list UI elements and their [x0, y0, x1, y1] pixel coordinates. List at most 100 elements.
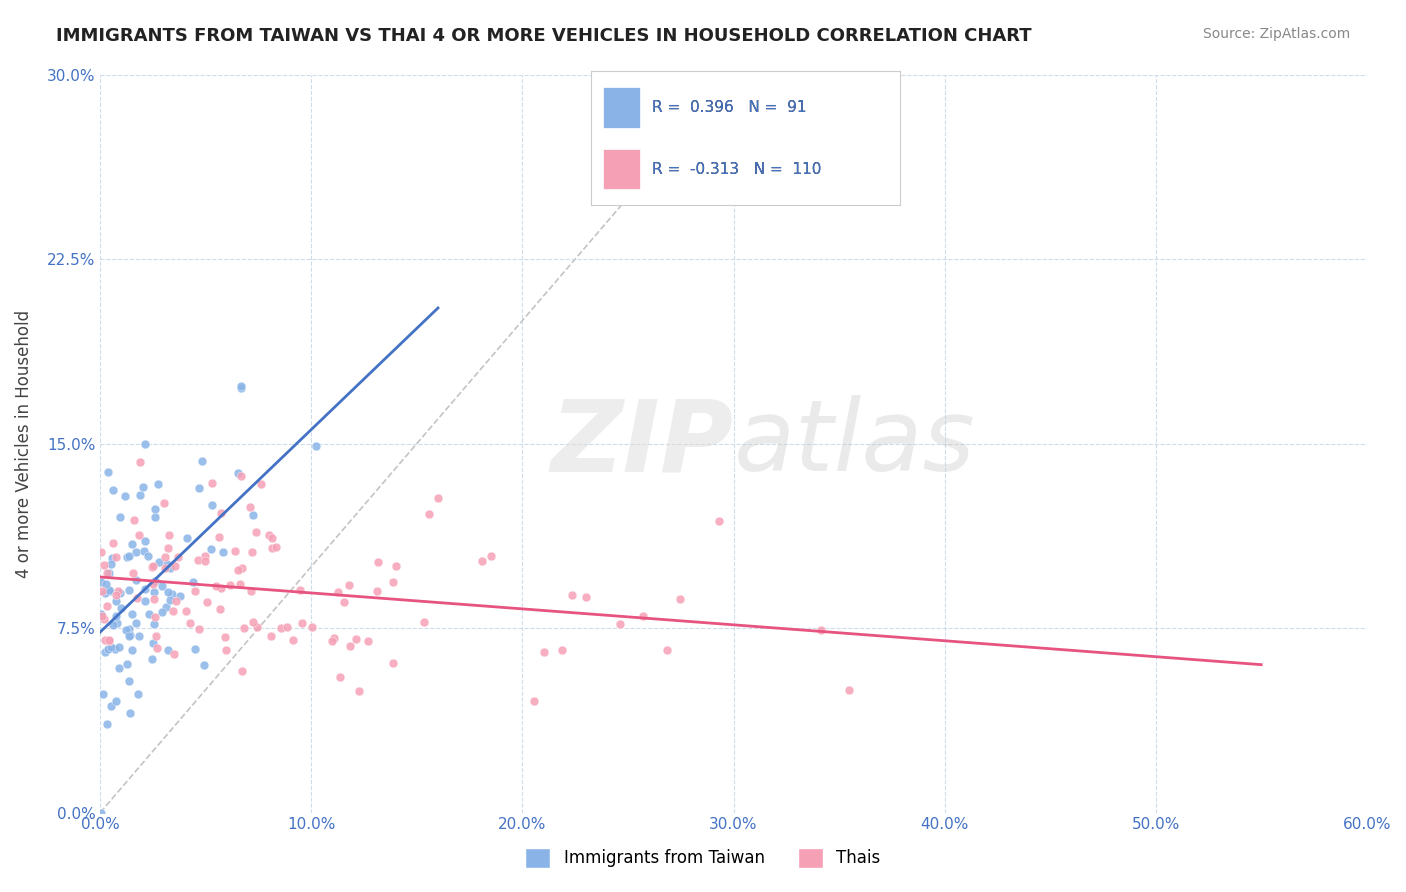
- Point: [118, 706, 141, 720]
- Point: [134, 582, 156, 596]
- Point: [100, 558, 122, 572]
- Point: [90, 607, 112, 622]
- Point: [838, 682, 860, 697]
- Point: [668, 591, 690, 606]
- Point: [385, 559, 408, 574]
- Point: [155, 599, 177, 614]
- Point: [260, 541, 283, 555]
- Point: [96, 716, 118, 731]
- Point: [156, 558, 179, 572]
- Text: R =  -0.313   N =  110: R = -0.313 N = 110: [652, 161, 821, 177]
- Point: [321, 634, 343, 648]
- Point: [115, 549, 138, 564]
- Point: [97, 642, 120, 657]
- Point: [118, 673, 141, 688]
- Point: [142, 636, 165, 650]
- Point: [259, 528, 281, 542]
- Point: [94, 632, 117, 647]
- Point: [242, 615, 264, 630]
- Point: [191, 454, 214, 468]
- Point: [110, 585, 132, 599]
- Point: [117, 549, 139, 564]
- Point: [104, 642, 127, 657]
- Point: [101, 551, 124, 566]
- Point: [150, 605, 173, 619]
- Point: [339, 577, 361, 591]
- Point: [159, 561, 181, 575]
- Point: [250, 477, 273, 491]
- Point: [98, 582, 121, 597]
- Point: [143, 617, 166, 632]
- Text: ZIP: ZIP: [551, 395, 734, 492]
- Point: [131, 480, 153, 494]
- Point: [245, 525, 267, 540]
- Point: [98, 632, 121, 647]
- Point: [101, 536, 124, 550]
- Point: [141, 560, 163, 574]
- Point: [551, 643, 574, 657]
- Point: [152, 496, 174, 510]
- Point: [260, 531, 283, 545]
- Point: [326, 585, 349, 599]
- Point: [132, 544, 155, 558]
- Point: [276, 620, 298, 634]
- Point: [323, 631, 346, 645]
- Point: [98, 584, 121, 599]
- Point: [101, 617, 124, 632]
- Point: [145, 629, 167, 643]
- Point: [136, 549, 159, 564]
- Point: [108, 509, 131, 524]
- Point: [229, 469, 252, 483]
- Point: [366, 583, 388, 598]
- Point: [127, 687, 149, 701]
- Point: [162, 604, 184, 618]
- Point: [157, 528, 180, 542]
- Point: [523, 694, 546, 708]
- Point: [231, 561, 253, 575]
- Point: [201, 475, 224, 490]
- Point: [157, 541, 180, 556]
- Point: [143, 574, 166, 588]
- Text: Source: ZipAtlas.com: Source: ZipAtlas.com: [1202, 27, 1350, 41]
- Point: [176, 532, 198, 546]
- Point: [101, 483, 124, 497]
- Point: [94, 576, 117, 591]
- Point: [219, 577, 242, 591]
- Point: [94, 645, 117, 659]
- Point: [105, 615, 128, 630]
- Point: [214, 630, 236, 644]
- Point: [115, 657, 138, 671]
- Point: [105, 593, 128, 607]
- Point: [305, 439, 328, 453]
- Point: [90, 545, 112, 559]
- Point: [122, 512, 145, 526]
- Point: [609, 617, 631, 632]
- Point: [142, 576, 165, 591]
- Point: [633, 608, 655, 623]
- Point: [291, 615, 314, 630]
- Point: [142, 584, 165, 599]
- Point: [155, 561, 177, 575]
- Point: [283, 632, 305, 647]
- Point: [134, 437, 156, 451]
- Point: [242, 508, 264, 522]
- Point: [288, 582, 311, 597]
- Point: [91, 584, 114, 599]
- Point: [339, 639, 361, 653]
- Point: [118, 629, 141, 643]
- Point: [128, 628, 150, 642]
- Point: [229, 577, 252, 591]
- Point: [333, 595, 356, 609]
- Point: [97, 566, 120, 581]
- Point: [381, 657, 404, 671]
- Point: [121, 537, 143, 551]
- Point: [100, 640, 122, 655]
- Point: [195, 595, 218, 609]
- Point: [129, 488, 152, 502]
- Point: [347, 684, 370, 698]
- Point: [231, 665, 253, 679]
- Point: [141, 652, 163, 666]
- Point: [146, 641, 169, 656]
- Point: [107, 640, 129, 654]
- Point: [148, 477, 170, 491]
